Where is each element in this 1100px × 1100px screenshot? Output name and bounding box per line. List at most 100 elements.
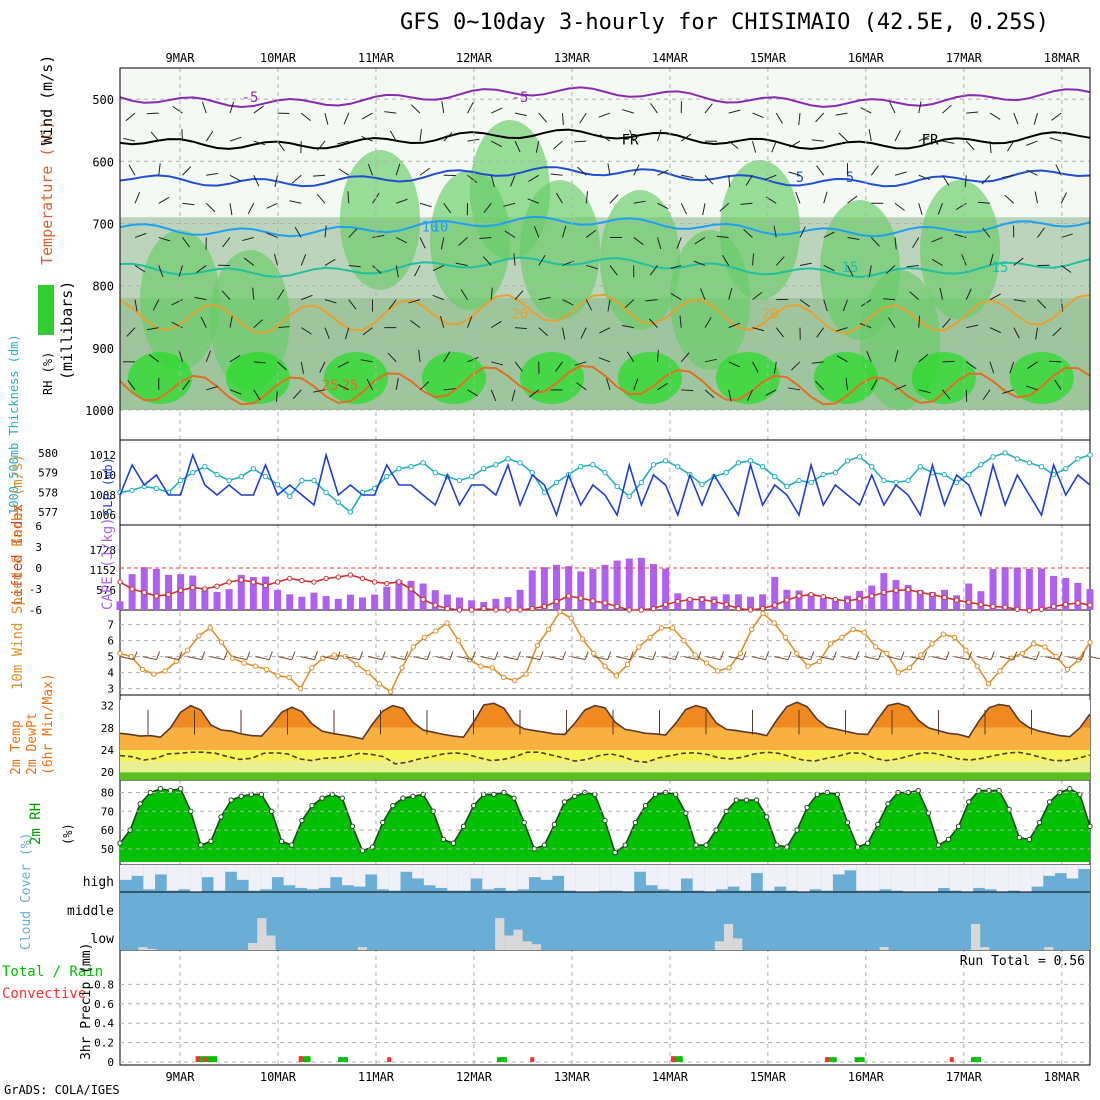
wind-barb [586,264,598,270]
surface-wind-barb [255,656,270,661]
lifted-index-line-point [129,586,135,592]
wind-speed-line-point [692,652,698,658]
surface-wind-barb [426,651,431,660]
wind-barb [514,140,521,153]
thickness-line-point [238,473,244,480]
surface-wind-barb [728,656,744,661]
precip-total-bar [496,1057,507,1062]
below-ground-area [120,410,1090,440]
wind-barb [870,237,880,247]
wind-barb [182,166,192,176]
surface-wind-barb [968,651,973,660]
wind-barb [704,103,713,114]
contour-label: -5 [242,90,259,106]
wind-barb [441,101,445,114]
wind-speed-line-point [241,660,247,666]
surface-wind-barb [945,651,950,660]
wind-barb [752,253,755,266]
cape-bar [601,564,609,610]
rh-line-point [622,842,628,848]
wind-barb [126,327,136,337]
rh-tick-label: 50 [101,843,114,856]
wind-barb [823,299,828,312]
rh-line-point [996,787,1002,794]
surface-wind-barb [232,656,247,661]
rh-line-point [380,819,386,826]
contour-label: 15 [992,260,1009,276]
wind-barb [702,203,706,216]
wind-barb [479,236,492,239]
wind-speed-line-point [286,674,292,681]
wind-barb [343,112,350,125]
wind-speed-line-point [263,666,270,673]
wind-speed-line-point [568,615,574,621]
thickness-line-point [517,460,523,466]
wind-barb [989,112,1001,120]
cape-bar [807,593,815,610]
high-cloud-gap [645,865,658,886]
wind-barb [771,140,777,153]
rh-line-point [470,802,477,809]
cape-bar [237,574,245,610]
surface-moist-region [128,352,192,404]
cape-bar [928,591,936,610]
wind-speed-line-point [128,653,134,660]
wind-barb [1026,169,1038,176]
wind-barb [300,361,305,374]
surface-wind-barb [1058,651,1063,660]
lifted-index-line-point [735,605,742,612]
rh-line-point [521,819,527,826]
surface-wind-barb [435,656,450,661]
wind-barb [679,315,682,328]
cape-bar [795,590,803,610]
high-cloud-gap [447,865,459,891]
moist-region [470,120,550,260]
wind-barb [182,202,195,206]
rh-line-point [541,842,548,848]
t2m-tick-label: 20 [101,766,114,779]
wind-speed-line-point [918,652,924,658]
wind-barb [599,134,611,142]
wind-barb [649,265,658,276]
high-cloud-gap [669,865,681,891]
wind-barb [266,202,278,209]
thickness-line-point [505,456,511,462]
lifted-index-line-point [699,596,705,603]
wind-speed-line-point [850,626,856,633]
rh-line-point [865,840,871,846]
surface-wind-barb [268,651,273,660]
high-cloud-gap [540,865,553,880]
low-cloud-bar [971,923,981,950]
wind-barb [1006,140,1015,152]
thickness-line-point [456,477,463,484]
thickness-line-point [323,489,329,496]
wind-speed-line-point [1019,650,1026,657]
lifted-index-line-point [893,587,899,594]
surface-wind-barb [1080,651,1085,660]
chart-title: GFS 0~10day 3-hourly for CHISIMAIO (42.5… [400,10,1050,35]
lifted-index-line-point [832,596,839,603]
top-date-label: 9MAR [166,51,196,65]
wind-barb [229,315,233,328]
wind-speed-line-point [275,673,281,679]
rh-line-point [137,801,143,807]
li-tick-label: 0 [35,562,42,575]
wind-barb [752,112,764,119]
rh-line-point [289,842,295,848]
cape-tick-label: 1728 [90,544,117,557]
high-cloud-gap [599,865,611,891]
lifted-index-line-point [929,591,936,598]
wind-barb [125,112,136,122]
lifted-index-line-point [177,587,184,594]
rh-tick-label: 60 [101,824,114,837]
surface-wind-barb [345,656,360,661]
surface-wind-barb [178,651,183,660]
wind-speed-line-point [455,637,462,644]
lifted-index-line-point [420,596,426,603]
temperature-line [119,701,1091,740]
wind-barb [835,112,848,116]
wind-speed-line-point [444,620,450,626]
top-date-label: 11MAR [358,51,395,65]
wind-barb [229,101,235,114]
wind-barb [336,140,349,145]
